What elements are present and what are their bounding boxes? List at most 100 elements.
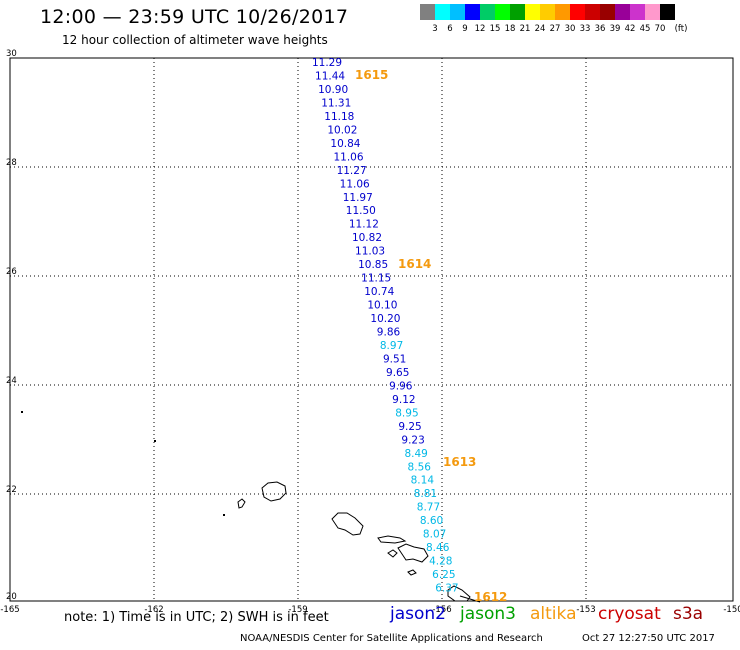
swh-value: 8.46 (426, 542, 450, 554)
colorbar-label: 27 (549, 24, 561, 34)
island-lanai (387, 549, 398, 558)
latitude-label: 22 (6, 485, 17, 495)
pass-number-label: 1612 (474, 590, 507, 604)
organization-credit: NOAA/NESDIS Center for Satellite Applica… (240, 633, 543, 644)
colorbar-swatch (645, 4, 660, 20)
colorbar-swatch (510, 4, 525, 20)
swh-value: 8.49 (404, 448, 427, 460)
swh-value: 11.12 (349, 219, 379, 231)
swh-value: 10.20 (370, 313, 400, 325)
swh-value: 11.50 (346, 205, 376, 217)
graticule (10, 58, 733, 601)
latitude-label: 26 (6, 267, 17, 277)
swh-value: 9.23 (401, 434, 424, 446)
longitude-label: -162 (144, 605, 163, 615)
longitude-label: -150 (723, 605, 740, 615)
track-segment-south (459, 595, 481, 603)
map-title: 12:00 — 23:59 UTC 10/26/2017 (40, 6, 349, 28)
latitude-label: 30 (6, 49, 17, 59)
colorbar-swatch (465, 4, 480, 20)
swh-value: 11.97 (343, 192, 373, 204)
swh-value: 11.31 (321, 97, 351, 109)
swh-value: 6.25 (432, 569, 455, 581)
pass-number-label: 1613 (443, 455, 476, 469)
swh-value: 10.02 (327, 124, 357, 136)
swh-value: 6.37 (435, 583, 458, 595)
swh-value: 11.29 (312, 57, 342, 69)
island-oahu (331, 512, 364, 536)
colorbar-label: 33 (579, 24, 591, 34)
colorbar-label: 36 (594, 24, 606, 34)
longitude-label: -165 (0, 605, 19, 615)
colorbar-swatch (630, 4, 645, 20)
colorbar-swatch (570, 4, 585, 20)
colorbar-label: 15 (489, 24, 501, 34)
swh-value: 10.84 (330, 138, 360, 150)
colorbar-label: 18 (504, 24, 516, 34)
colorbar-swatch (540, 4, 555, 20)
colorbar-swatch (555, 4, 570, 20)
swh-value: 10.10 (367, 300, 397, 312)
map-frame (9, 57, 734, 602)
altimeter-observations: 11.2911.4410.9011.3111.1810.0210.8411.06… (312, 57, 459, 595)
swh-value: 8.07 (423, 529, 446, 541)
latitude-label: 28 (6, 158, 17, 168)
swh-value: 8.81 (414, 488, 437, 500)
island-niihau (237, 498, 246, 509)
generation-timestamp: Oct 27 12:27:50 UTC 2017 (582, 633, 715, 644)
latitude-label: 20 (6, 592, 17, 602)
map-subtitle: 12 hour collection of altimeter wave hei… (62, 33, 328, 47)
swh-value: 10.82 (352, 232, 382, 244)
longitude-label: -159 (288, 605, 307, 615)
colorbar-swatch (435, 4, 450, 20)
swh-value: 8.56 (408, 461, 432, 473)
island-molokai (377, 535, 407, 544)
colorbar-label: 24 (534, 24, 546, 34)
colorbar-swatch (450, 4, 465, 20)
colorbar-unit: (ft) (674, 24, 688, 34)
colorbar-label: 70 (654, 24, 666, 34)
swh-value: 9.51 (383, 353, 406, 365)
swh-value: 11.27 (337, 165, 367, 177)
latitude-labels: 30 28 26 24 22 20 (6, 49, 17, 602)
colorbar-label: 9 (462, 24, 468, 34)
swh-value: 9.86 (377, 327, 401, 339)
pass-number-label: 1615 (355, 68, 388, 82)
swh-value: 11.15 (361, 273, 391, 285)
swh-value: 8.77 (417, 502, 440, 514)
colorbar-label: 30 (564, 24, 576, 34)
swh-value: 11.06 (340, 178, 370, 190)
colorbar-swatch (480, 4, 495, 20)
latitude-label: 24 (6, 376, 17, 386)
swh-value: 8.95 (395, 407, 418, 419)
swh-value: 9.12 (392, 394, 415, 406)
swh-value: 9.96 (389, 380, 413, 392)
colorbar-label: 6 (447, 24, 453, 34)
colorbar-swatch (600, 4, 615, 20)
colorbar-label: 21 (519, 24, 531, 34)
satellite-s3a: s3a (673, 604, 704, 624)
swh-value: 8.14 (411, 475, 435, 487)
colorbar-swatch (660, 4, 675, 20)
longitude-label: -156 (432, 605, 451, 615)
colorbar-swatch (420, 4, 435, 20)
colorbar-label: 45 (639, 24, 651, 34)
longitude-labels: -165 -162 -159 -156 -153 -150 (0, 605, 740, 615)
pass-number-label: 1614 (398, 257, 431, 271)
colorbar-swatch (495, 4, 510, 20)
colorbar-label: 42 (624, 24, 636, 34)
swh-value: 9.25 (398, 421, 421, 433)
colorbar-swatch (615, 4, 630, 20)
swh-value: 4.28 (429, 556, 452, 568)
satellite-jason3: jason3 (460, 604, 516, 624)
island-maui (397, 543, 429, 563)
longitude-label: -153 (576, 605, 595, 615)
swh-value: 11.03 (355, 246, 385, 258)
swh-value: 8.97 (380, 340, 403, 352)
island-kahoolawe (407, 569, 417, 576)
swh-value: 9.65 (386, 367, 409, 379)
colorbar-swatch (525, 4, 540, 20)
satellite-cryosat: cryosat (598, 604, 661, 624)
hawaiian-islands (237, 481, 481, 603)
